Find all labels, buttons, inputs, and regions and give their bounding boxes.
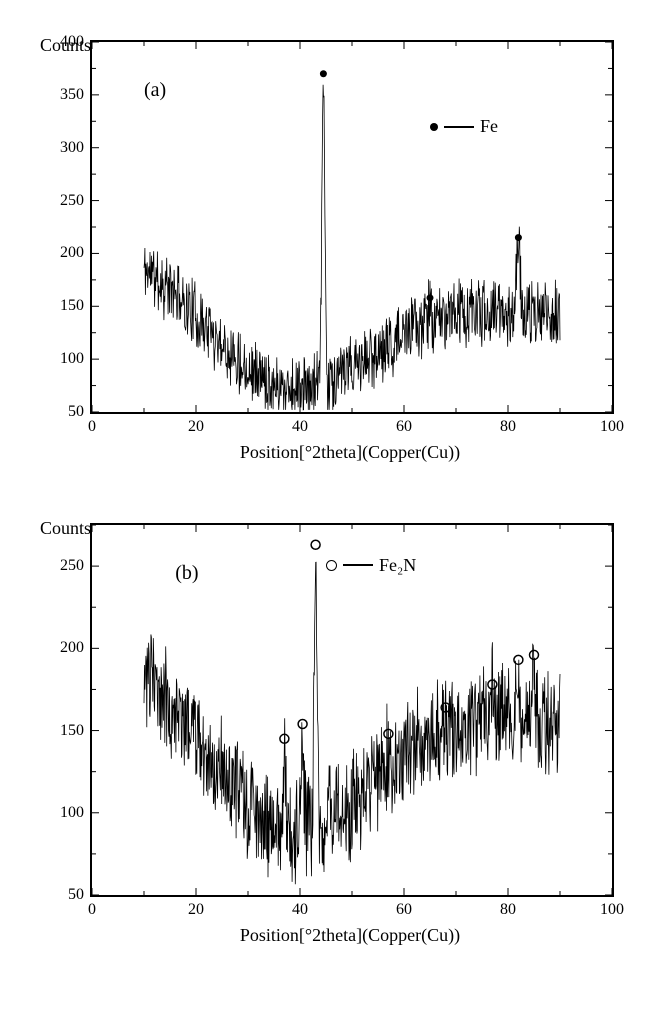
peak-marker: [427, 294, 434, 301]
x-tick-label: 100: [600, 418, 624, 436]
xrd-trace: [144, 562, 560, 884]
x-tick-label: 20: [188, 418, 204, 436]
x-tick-label: 100: [600, 901, 624, 919]
y-tick-label: 300: [60, 139, 84, 157]
y-tick-label: 200: [60, 244, 84, 262]
y-tick-label: 50: [68, 403, 84, 421]
chart-a: Counts5010015020025030035040002040608010…: [20, 40, 640, 463]
x-tick-label: 40: [292, 418, 308, 436]
y-tick-label: 400: [60, 33, 84, 51]
y-tick-label: 200: [60, 639, 84, 657]
y-tick-label: 50: [68, 886, 84, 904]
y-tick-label: 100: [60, 804, 84, 822]
y-tick-label: 250: [60, 557, 84, 575]
panel-label: (a): [144, 79, 166, 102]
panel-label: (b): [175, 562, 198, 585]
x-tick-label: 0: [88, 418, 96, 436]
y-tick-label: 150: [60, 722, 84, 740]
circle-icon: [326, 560, 337, 571]
x-tick-label: 0: [88, 901, 96, 919]
x-tick-label: 80: [500, 901, 516, 919]
y-tick-label: 100: [60, 350, 84, 368]
x-tick-label: 20: [188, 901, 204, 919]
y-tick-label: 150: [60, 297, 84, 315]
x-axis-title: Position[°2theta](Copper(Cu)): [90, 925, 610, 946]
legend: Fe₂N: [326, 555, 416, 576]
plot-area: 50100150200250020406080100(b)Fe₂N: [90, 523, 614, 897]
y-tick-label: 350: [60, 86, 84, 104]
legend: Fe: [430, 116, 498, 137]
peak-marker: [515, 234, 522, 241]
peak-marker: [298, 719, 307, 728]
chart-b: Counts50100150200250020406080100(b)Fe₂NP…: [20, 523, 640, 946]
y-tick-label: 250: [60, 192, 84, 210]
legend-line-icon: [444, 126, 474, 128]
legend-line-icon: [343, 564, 373, 566]
dot-icon: [430, 123, 438, 131]
y-axis-title: Counts: [40, 518, 91, 539]
legend-label: Fe: [480, 116, 498, 137]
legend-label: Fe₂N: [379, 555, 416, 576]
x-tick-label: 60: [396, 418, 412, 436]
x-tick-label: 80: [500, 418, 516, 436]
x-tick-label: 60: [396, 901, 412, 919]
x-axis-title: Position[°2theta](Copper(Cu)): [90, 442, 610, 463]
plot-area: 50100150200250300350400020406080100(a)Fe: [90, 40, 614, 414]
peak-marker: [320, 70, 327, 77]
x-tick-label: 40: [292, 901, 308, 919]
peak-marker: [311, 540, 320, 549]
